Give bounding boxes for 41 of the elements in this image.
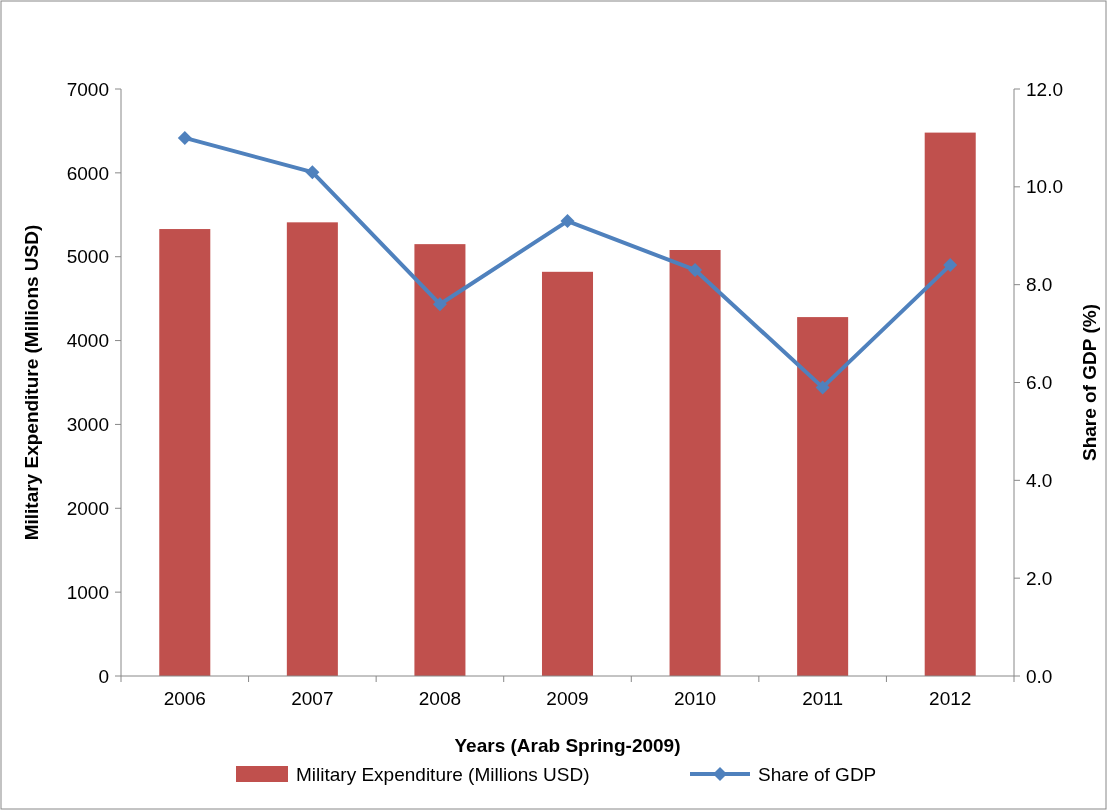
y-tick-label: 5000 [66,246,109,268]
bar [541,271,594,676]
y-tick-label: 2000 [66,497,109,519]
y-tick-label: 1000 [66,581,109,603]
legend-label: Share of GDP [758,763,877,785]
point [560,214,575,229]
y2-tick-label: 12.0 [1026,78,1063,100]
bar [797,317,849,676]
bar [414,244,466,676]
y2-tick-label: 10.0 [1026,176,1063,198]
x-tick-label: 2007 [291,688,334,709]
y-tick-label: 3000 [66,414,109,436]
bar [159,229,211,676]
x-tick-label: 2009 [546,688,589,709]
point [305,165,320,180]
y2-axis-title: Share of GDP (%) [1079,304,1100,461]
x-tick-label: 2011 [802,688,844,709]
y2-tick-label: 4.0 [1026,469,1053,491]
bar [669,250,721,676]
y2-tick-label: 6.0 [1026,372,1053,394]
point [177,130,192,145]
x-tick-label: 2006 [163,688,206,709]
legend-label: Military Expenditure (Millions USD) [296,763,590,785]
y2-tick-label: 0.0 [1026,665,1053,687]
point [432,297,447,312]
y2-tick-label: 2.0 [1026,567,1053,589]
bar [286,222,338,676]
point [688,262,703,277]
y-tick-label: 0 [98,665,109,687]
x-tick-label: 2012 [929,688,972,709]
y-tick-label: 7000 [66,78,109,100]
bar [924,132,976,676]
point [943,258,958,273]
y-axis-title: Military Expenditure (Millions USD) [21,224,42,541]
x-tick-label: 2008 [418,688,462,709]
y2-tick-label: 8.0 [1026,274,1053,296]
y-tick-label: 6000 [66,162,109,184]
point [815,380,830,395]
y-tick-label: 4000 [66,330,109,352]
x-axis-title: Years (Arab Spring-2009) [454,735,681,756]
x-tick-label: 2010 [673,688,717,709]
